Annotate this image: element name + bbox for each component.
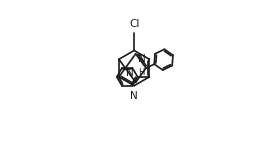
Text: N: N <box>126 68 134 78</box>
Text: N: N <box>129 91 137 101</box>
Text: Cl: Cl <box>129 19 139 29</box>
Text: N: N <box>138 54 146 63</box>
Text: H: H <box>138 67 145 76</box>
